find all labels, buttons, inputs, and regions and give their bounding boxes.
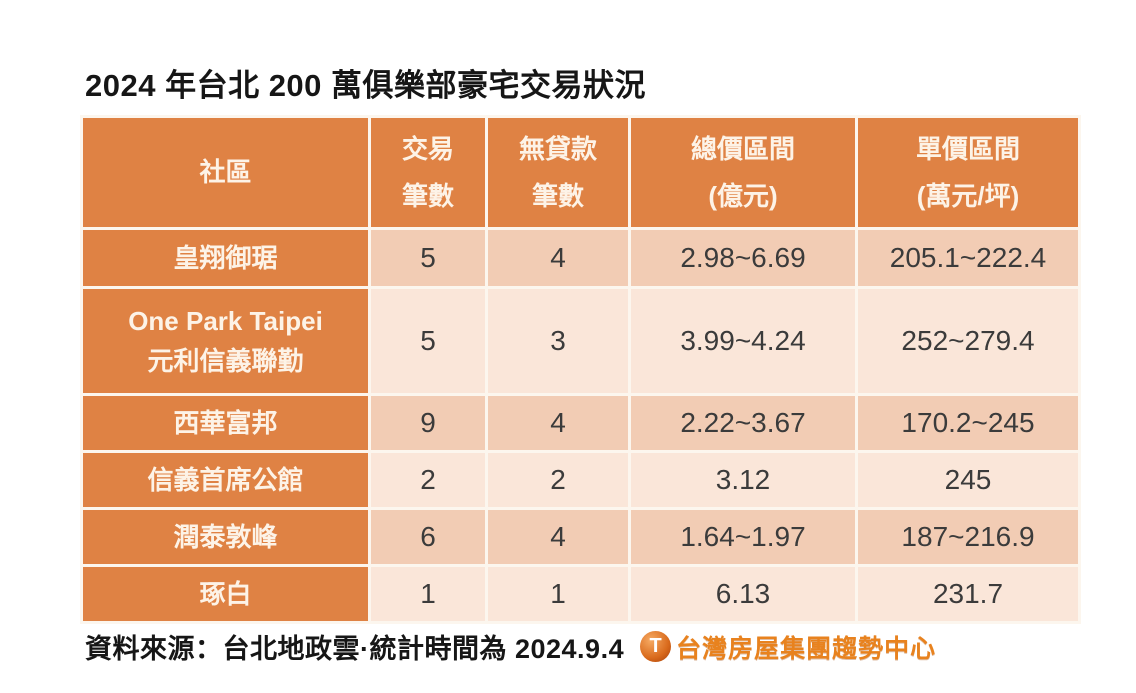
cell-deals: 2	[368, 450, 488, 510]
company-logo: T 台灣房屋集團趨勢中心	[640, 629, 936, 665]
community-name-line2: 元利信義聯勤	[147, 346, 304, 376]
cell-deals: 1	[368, 564, 488, 624]
cell-total-price: 2.98~6.69	[628, 227, 858, 289]
community-name: 潤泰敦峰	[173, 521, 278, 552]
header-no-loan-line1: 無貸款	[518, 133, 597, 164]
header-deal-count-line1: 交易	[401, 133, 454, 164]
community-name: 琢白	[199, 578, 252, 609]
cell-unit-price: 231.7	[855, 564, 1081, 624]
table-header-row: 社區 交易 筆數 無貸款 筆數 總價區間 (億元) 單價區間 (萬元/坪)	[80, 115, 1081, 230]
cell-no-loan: 2	[485, 450, 631, 510]
cell-total-price: 3.99~4.24	[628, 286, 858, 396]
community-name: 西華富邦	[173, 407, 278, 438]
cell-deals: 9	[368, 393, 488, 453]
community-name: 皇翔御琚	[173, 242, 278, 273]
cell-deals: 5	[368, 227, 488, 289]
cell-community: 琢白	[80, 564, 371, 624]
cell-unit-price: 245	[855, 450, 1081, 510]
cell-deals: 6	[368, 507, 488, 567]
cell-total-price: 6.13	[628, 564, 858, 624]
header-community-label: 社區	[199, 157, 252, 188]
table-row: 皇翔御琚 5 4 2.98~6.69 205.1~222.4	[80, 227, 1081, 289]
header-unit-price-line1: 單價區間	[915, 133, 1020, 164]
cell-total-price: 3.12	[628, 450, 858, 510]
header-total-price-range: 總價區間 (億元)	[628, 115, 858, 230]
header-community: 社區	[80, 115, 371, 230]
luxury-transactions-table: 社區 交易 筆數 無貸款 筆數 總價區間 (億元) 單價區間 (萬元/坪)	[80, 115, 1081, 624]
cell-total-price: 1.64~1.97	[628, 507, 858, 567]
cell-community: 信義首席公館	[80, 450, 371, 510]
cell-deals: 5	[368, 286, 488, 396]
cell-unit-price: 205.1~222.4	[855, 227, 1081, 289]
header-no-loan-line2: 筆數	[531, 180, 584, 211]
cell-no-loan: 3	[485, 286, 631, 396]
logo-text: 台灣房屋集團趨勢中心	[676, 634, 937, 663]
cell-unit-price: 170.2~245	[855, 393, 1081, 453]
table-row: One Park Taipei 元利信義聯勤 5 3 3.99~4.24 252…	[80, 286, 1081, 396]
cell-no-loan: 4	[485, 227, 631, 289]
data-source-note: 資料來源：台北地政雲·統計時間為 2024.9.4	[85, 634, 625, 664]
table-row: 潤泰敦峰 6 4 1.64~1.97 187~216.9	[80, 507, 1081, 567]
header-deal-count-line2: 筆數	[401, 180, 454, 211]
header-unit-price-line2: (萬元/坪)	[916, 180, 1020, 211]
table-row: 西華富邦 9 4 2.22~3.67 170.2~245	[80, 393, 1081, 453]
header-deal-count: 交易 筆數	[368, 115, 488, 230]
table-row: 琢白 1 1 6.13 231.7	[80, 564, 1081, 624]
table-row: 信義首席公館 2 2 3.12 245	[80, 450, 1081, 510]
community-name: 信義首席公館	[147, 464, 304, 495]
cell-no-loan: 1	[485, 564, 631, 624]
cell-no-loan: 4	[485, 507, 631, 567]
cell-unit-price: 252~279.4	[855, 286, 1081, 396]
community-name: One Park Taipei	[128, 305, 323, 336]
header-total-price-line2: (億元)	[708, 180, 778, 211]
cell-community: 西華富邦	[80, 393, 371, 453]
header-unit-price-range: 單價區間 (萬元/坪)	[855, 115, 1081, 230]
header-no-loan-count: 無貸款 筆數	[485, 115, 631, 230]
cell-community: 潤泰敦峰	[80, 507, 371, 567]
cell-unit-price: 187~216.9	[855, 507, 1081, 567]
cell-community: 皇翔御琚	[80, 227, 371, 289]
page-title: 2024 年台北 200 萬俱樂部豪宅交易狀況	[85, 68, 647, 103]
cell-total-price: 2.22~3.67	[628, 393, 858, 453]
taiwan-housing-logo-icon: T	[640, 631, 672, 662]
logo-letter: T	[649, 635, 662, 657]
cell-community: One Park Taipei 元利信義聯勤	[80, 286, 371, 396]
footer: 資料來源：台北地政雲·統計時間為 2024.9.4 T 台灣房屋集團趨勢中心	[85, 627, 936, 666]
header-total-price-line1: 總價區間	[690, 133, 795, 164]
cell-no-loan: 4	[485, 393, 631, 453]
